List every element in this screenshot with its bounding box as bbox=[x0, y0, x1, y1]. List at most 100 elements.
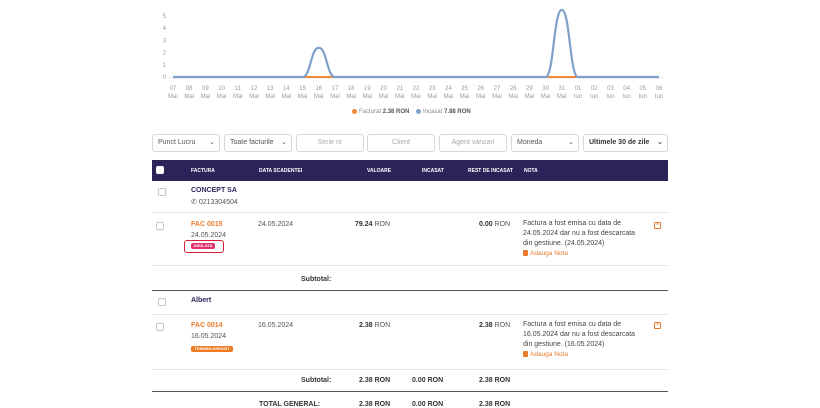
x-tick-month: Mai bbox=[298, 94, 308, 100]
x-tick-day: 25 bbox=[461, 86, 468, 92]
agent-vanzari-input[interactable]: Agent vanzari bbox=[439, 134, 507, 152]
x-tick-month: Iun bbox=[639, 94, 647, 100]
x-tick-month: Mai bbox=[395, 94, 405, 100]
due-date: 24.05.2024 bbox=[258, 221, 294, 228]
x-tick-day: 10 bbox=[218, 86, 225, 92]
x-tick-day: 02 bbox=[591, 86, 598, 92]
invoice-checkbox[interactable] bbox=[156, 323, 164, 331]
note-icon bbox=[523, 250, 528, 257]
invoice-note: Factura a fost emisa cu data de 24.05.20… bbox=[523, 219, 653, 259]
x-tick-day: 27 bbox=[494, 86, 501, 92]
x-tick-month: Mai bbox=[525, 94, 535, 100]
x-tick-month: Iun bbox=[606, 94, 614, 100]
invoice-number[interactable]: FAC 0014 bbox=[191, 322, 223, 329]
x-tick-day: 19 bbox=[364, 86, 371, 92]
note-icon bbox=[523, 351, 528, 358]
x-tick-month: Mai bbox=[557, 94, 567, 100]
header-nota: NOTA bbox=[524, 168, 538, 174]
chart-legend: Facturat 2.38 RON Incasat 7.88 RON bbox=[352, 109, 471, 115]
add-note-link[interactable]: Adauga Nota bbox=[523, 249, 653, 259]
x-tick-month: Mai bbox=[476, 94, 486, 100]
x-tick-day: 14 bbox=[283, 86, 290, 92]
invoice-value: 2.38 RON bbox=[359, 322, 391, 329]
table-header: FACTURA DATA SCADENTEI VALOARE INCASAT R… bbox=[152, 160, 668, 181]
x-tick-month: Mai bbox=[346, 94, 356, 100]
client-name[interactable]: CONCEPT SA bbox=[191, 187, 237, 194]
x-tick-day: 21 bbox=[396, 86, 403, 92]
x-tick-day: 22 bbox=[413, 86, 420, 92]
header-valoare: VALOARE bbox=[367, 168, 392, 174]
due-date: 16.05.2024 bbox=[258, 322, 294, 329]
chevron-down-icon: ⌄ bbox=[209, 139, 215, 146]
x-tick-month: Mai bbox=[330, 94, 340, 100]
x-tick-day: 30 bbox=[542, 86, 549, 92]
total-rest: 2.38 RON bbox=[479, 401, 511, 408]
invoice-number[interactable]: FAC 0015 bbox=[191, 221, 223, 228]
x-tick-month: Mai bbox=[379, 94, 389, 100]
x-tick-month: Mai bbox=[314, 94, 324, 100]
series-line-incasat bbox=[172, 8, 659, 79]
header-data-scadentei: DATA SCADENTEI bbox=[259, 168, 303, 174]
add-note-link[interactable]: Adauga Nota bbox=[523, 350, 653, 360]
serie-nr-input[interactable]: Serie nr bbox=[296, 134, 364, 152]
header-incasat: INCASAT bbox=[422, 168, 444, 174]
x-tick-month: Mai bbox=[184, 94, 194, 100]
invoice-rest: 0.00 RON bbox=[479, 221, 511, 228]
toate-facturile-select[interactable]: Toate facturile ⌄ bbox=[224, 134, 292, 152]
client-checkbox[interactable] bbox=[158, 188, 166, 196]
x-tick-day: 12 bbox=[251, 86, 258, 92]
status-badge: ANULATA bbox=[191, 243, 215, 249]
punct-lucru-select[interactable]: Punct Lucru ⌄ bbox=[152, 134, 220, 152]
x-tick-month: Mai bbox=[492, 94, 502, 100]
x-tick-day: 07 bbox=[170, 86, 177, 92]
x-tick-month: Mai bbox=[508, 94, 518, 100]
select-all-checkbox[interactable] bbox=[156, 166, 164, 174]
invoice-checkbox[interactable] bbox=[156, 222, 164, 230]
row-divider bbox=[152, 369, 668, 370]
x-tick-day: 01 bbox=[575, 86, 582, 92]
y-tick-label: 3 bbox=[163, 38, 167, 44]
chevron-down-icon: ⌄ bbox=[657, 139, 663, 146]
status-badge: TERMEN DEPASIT bbox=[191, 346, 233, 352]
client-checkbox[interactable] bbox=[158, 298, 166, 306]
close-icon[interactable]: × bbox=[654, 322, 661, 329]
x-tick-day: 11 bbox=[235, 86, 242, 92]
x-tick-day: 28 bbox=[510, 86, 517, 92]
y-tick-label: 2 bbox=[163, 51, 167, 57]
client-input[interactable]: Client bbox=[367, 134, 435, 152]
x-tick-day: 31 bbox=[558, 86, 565, 92]
header-rest: REST DE INCASAT bbox=[468, 168, 513, 174]
x-tick-month: Mai bbox=[363, 94, 373, 100]
x-tick-day: 05 bbox=[639, 86, 646, 92]
close-icon[interactable]: × bbox=[654, 222, 661, 229]
x-tick-day: 09 bbox=[202, 86, 209, 92]
x-tick-month: Iun bbox=[622, 94, 630, 100]
subtotal-label: Subtotal: bbox=[301, 377, 332, 384]
x-tick-day: 06 bbox=[656, 86, 663, 92]
x-tick-month: Iun bbox=[590, 94, 598, 100]
perioada-select[interactable]: Ultimele 30 de zile ⌄ bbox=[583, 134, 668, 152]
total-valoare: 2.38 RON bbox=[359, 401, 391, 408]
row-divider bbox=[152, 314, 668, 315]
subtotal-rest: 2.38 RON bbox=[479, 377, 511, 384]
x-tick-month: Mai bbox=[282, 94, 292, 100]
client-name[interactable]: Albert bbox=[191, 297, 212, 304]
client-phone: ✆ 0213304504 bbox=[191, 199, 238, 206]
x-tick-month: Mai bbox=[427, 94, 437, 100]
invoice-value: 79.24 RON bbox=[355, 221, 391, 228]
legend-incasat-total: 7.88 RON bbox=[444, 109, 471, 116]
x-tick-day: 16 bbox=[315, 86, 322, 92]
invoice-date: 16.05.2024 bbox=[191, 333, 227, 340]
x-tick-month: Mai bbox=[411, 94, 421, 100]
x-tick-month: Mai bbox=[201, 94, 211, 100]
x-tick-month: Mai bbox=[249, 94, 259, 100]
subtotal-valoare: 2.38 RON bbox=[359, 377, 391, 384]
moneda-select[interactable]: Moneda ⌄ bbox=[511, 134, 579, 152]
x-tick-month: Mai bbox=[541, 94, 551, 100]
chart: 01234507Mai08Mai09Mai10Mai11Mai12Mai13Ma… bbox=[163, 8, 663, 100]
invoice-rest: 2.38 RON bbox=[479, 322, 511, 329]
x-tick-day: 03 bbox=[607, 86, 614, 92]
x-tick-day: 20 bbox=[380, 86, 387, 92]
legend-incasat-dot bbox=[416, 109, 422, 114]
x-tick-day: 15 bbox=[299, 86, 306, 92]
